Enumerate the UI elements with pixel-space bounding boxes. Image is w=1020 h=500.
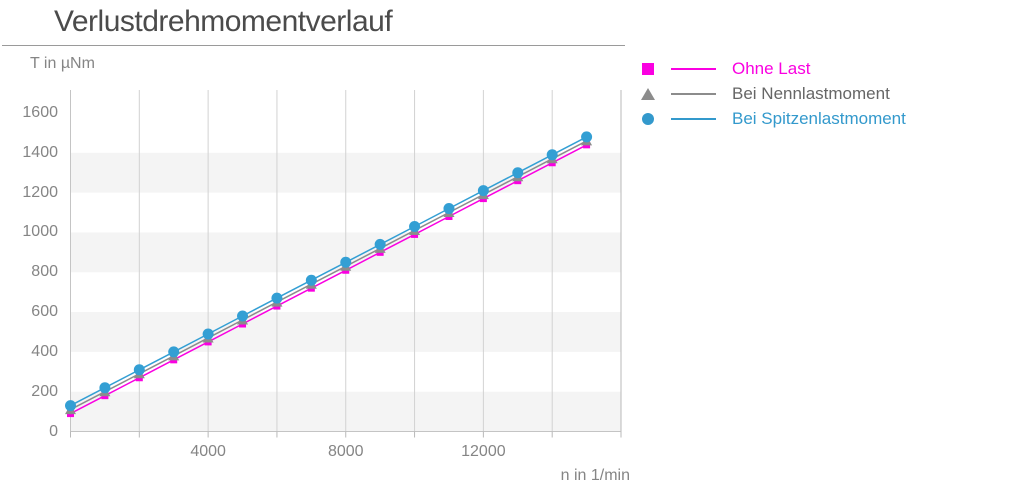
legend-line-sample [671,92,716,95]
circle-marker-icon [305,274,317,286]
y-tick-label: 600 [31,303,58,321]
circle-marker-icon [168,346,180,358]
title-divider [2,45,625,46]
legend-label: Ohne Last [732,58,811,78]
legend-item-ohne-last: Ohne Last [640,56,906,81]
legend-line-sample [671,67,716,70]
legend-label: Bei Nennlastmoment [732,83,890,103]
legend-item-nennlastmoment: Bei Nennlastmoment [640,81,906,106]
y-tick-label: 1600 [22,104,58,121]
circle-marker-icon [512,167,524,179]
circle-marker-icon [237,310,249,322]
square-marker-icon [642,62,654,75]
legend: Ohne Last Bei Nennlastmoment Bei Spitzen… [640,56,906,131]
chart-title: Verlustdrehmomentverlauf [54,5,393,38]
circle-marker-icon [133,364,145,376]
y-axis-label: T in µNm [30,55,95,72]
legend-label: Bei Spitzenlastmoment [732,108,906,128]
y-tick-label: 0 [49,422,58,440]
triangle-marker-icon [641,87,655,100]
x-tick-label: 12000 [461,443,506,460]
circle-marker-icon [581,131,593,143]
x-tick-label: 8000 [327,443,364,460]
y-tick-label: 400 [31,342,58,360]
series-line [70,140,587,411]
circle-marker-icon [271,292,283,304]
y-tick-label: 800 [31,263,58,281]
circle-marker-icon [477,185,489,197]
circle-marker-icon [99,382,111,394]
x-axis-label: n in 1/min [560,467,630,484]
circle-marker-icon [340,256,352,268]
y-tick-label: 200 [31,382,58,400]
series-line [70,144,587,415]
y-tick-label: 1000 [22,223,58,241]
series-line [70,136,587,407]
circle-marker-icon [202,328,214,340]
y-tick-label: 1200 [22,183,58,201]
circle-marker-icon [546,149,558,161]
circle-marker-icon [374,238,386,250]
legend-line-sample [671,117,716,120]
circle-marker-icon [443,203,455,215]
circle-marker-icon [409,220,421,232]
legend-item-spitzenlastmoment: Bei Spitzenlastmoment [640,106,906,131]
circle-marker-icon [65,400,76,412]
x-tick-label: 4000 [190,443,226,460]
circle-marker-icon [642,112,654,125]
y-tick-label: 1400 [22,143,58,161]
